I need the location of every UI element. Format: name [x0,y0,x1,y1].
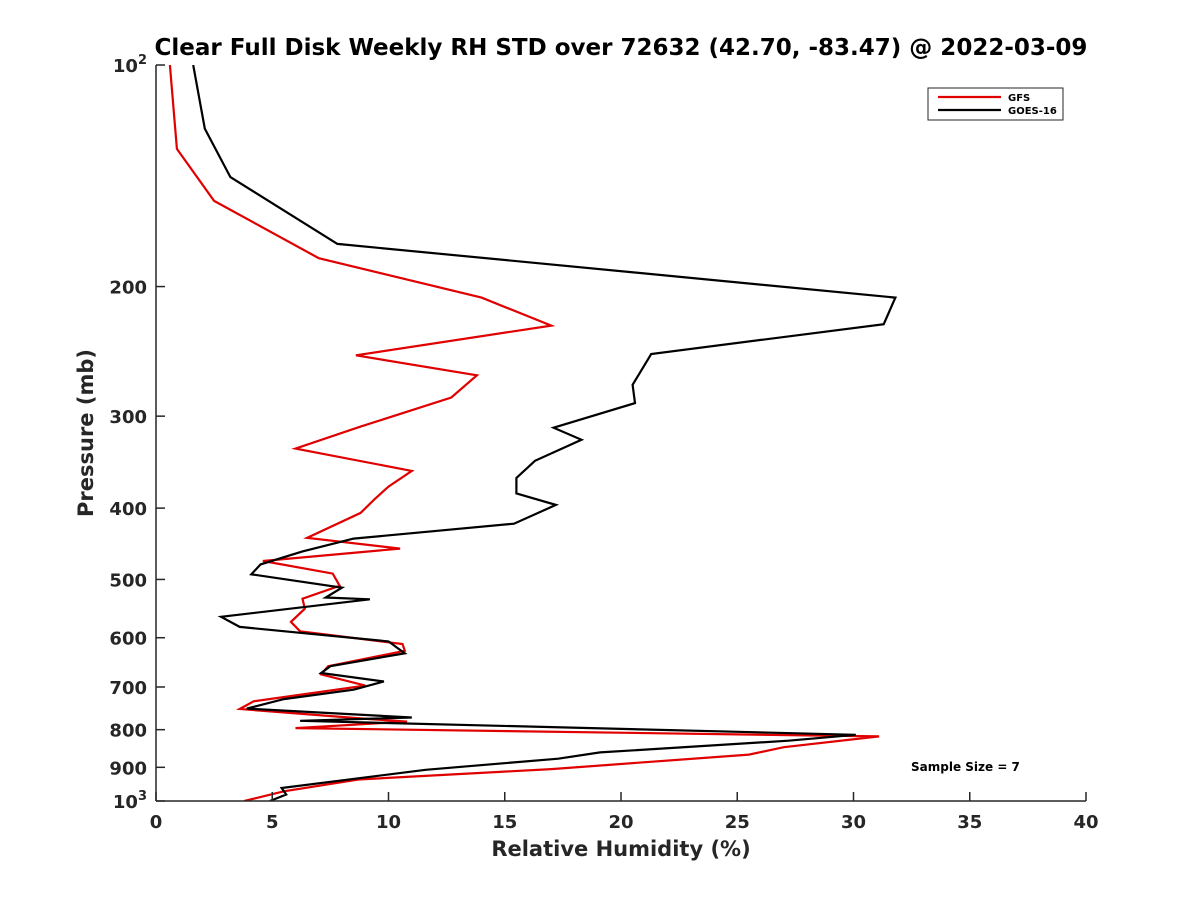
y-tick-label: 600 [109,629,147,650]
x-tick-label: 10 [376,812,401,833]
series-line-goes-16 [192,65,898,801]
axes [155,65,1086,802]
y-tick-label: 800 [109,721,147,742]
y-tick-label: 700 [109,678,147,699]
x-ticks: 0 5 10 15 20 25 30 35 40 [150,792,1099,833]
x-tick-label: 5 [266,812,279,833]
x-tick-label: 15 [492,812,517,833]
y-tick-label: 200 [109,278,147,299]
legend: GFS GOES-16 [927,87,1064,121]
x-tick-label: 0 [150,812,163,833]
y-axis-label: Pressure (mb) [74,349,98,517]
legend-box [927,87,1064,121]
y-ticks: 102 200 300 400 500 600 700 800 900 103 [109,53,165,813]
x-axis-label: Relative Humidity (%) [491,837,750,861]
y-tick-label: 500 [109,570,147,591]
y-tick-label: 102 [113,53,147,77]
chart-title: Clear Full Disk Weekly RH STD over 72632… [155,35,1088,61]
legend-label-gfs: GFS [1008,93,1030,104]
x-tick-label: 30 [841,812,866,833]
y-tick-label: 103 [113,789,147,813]
series-layer [168,65,898,801]
x-tick-label: 25 [725,812,750,833]
x-tick-label: 35 [957,812,982,833]
x-tick-label: 20 [608,812,633,833]
x-tick-label: 40 [1073,812,1098,833]
series-line-gfs [168,65,880,801]
y-tick-label: 900 [109,758,147,779]
y-tick-label: 300 [109,407,147,428]
legend-label-goes-16: GOES-16 [1008,106,1057,117]
y-tick-label: 400 [109,499,147,520]
sample-size-annotation: Sample Size = 7 [911,760,1020,774]
